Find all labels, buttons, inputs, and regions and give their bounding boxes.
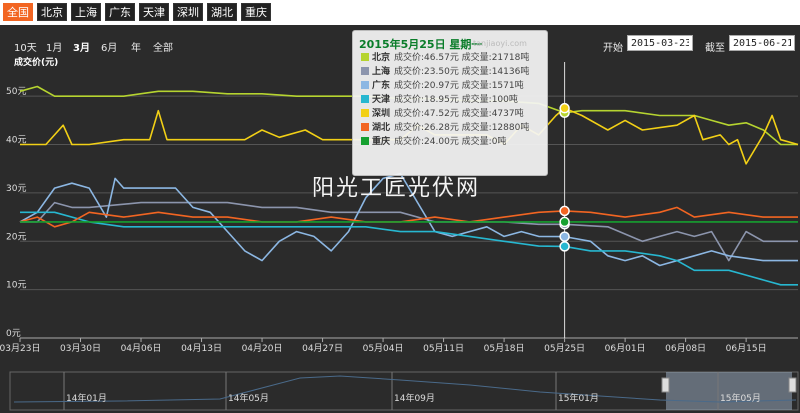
tooltip-row: 上海 成交价:23.50元 成交量:14136吨 [361, 66, 529, 78]
x-tick-label: 03月23日 [0, 343, 40, 354]
y-tick-label: 20元 [6, 232, 26, 242]
tooltip-value: 成交价:18.95元 成交量:100吨 [394, 95, 518, 105]
x-tick-label: 06月08日 [665, 343, 706, 354]
site-watermark: 阳光工匠光伏网 [312, 176, 481, 201]
tab-beijing[interactable]: 北京 [37, 3, 67, 21]
tab-chongqing[interactable]: 重庆 [241, 3, 271, 21]
range-all-button[interactable]: 全部 [153, 43, 173, 54]
region-tabs: 全国 北京 上海 广东 天津 深圳 湖北 重庆 [0, 0, 272, 22]
x-tick-label: 04月13日 [181, 343, 222, 354]
y-tick-label: 40元 [6, 136, 26, 146]
series-line-天津 [20, 211, 798, 286]
navigator-left-handle[interactable] [661, 377, 670, 393]
navigator-label: 15年05月 [720, 394, 761, 404]
navigator-selection[interactable] [666, 372, 792, 410]
legend-swatch [361, 81, 369, 89]
hover-marker [559, 231, 570, 242]
tooltip-city: 重庆 [372, 137, 391, 147]
tooltip-row: 深圳 成交价:47.52元 成交量:4737吨 [361, 108, 524, 120]
y-tick-label: 50元 [6, 87, 26, 97]
tooltip-city: 北京 [372, 53, 391, 63]
navigator-label: 14年01月 [66, 394, 107, 404]
navigator-label: 15年01月 [558, 394, 599, 404]
x-tick-label: 05月11日 [423, 343, 464, 354]
y-axis-title: 成交价(元) [14, 58, 59, 68]
range-year-button[interactable]: 年 [131, 43, 141, 54]
x-tick-label: 03月30日 [60, 343, 101, 354]
tooltip-city: 天津 [372, 95, 391, 105]
tooltip-row: 北京 成交价:46.57元 成交量:21718吨 [361, 52, 529, 64]
x-axis-ticks: 03月23日 03月30日 04月06日 04月13日 04月20日 04月27日 05月0… [0, 338, 767, 354]
tooltip-value: 成交价:24.00元 成交量:0吨 [394, 137, 507, 147]
hover-marker [559, 216, 570, 228]
legend-swatch [361, 137, 369, 145]
range-1m-button[interactable]: 1月 [46, 43, 63, 54]
navigator-label: 14年05月 [228, 394, 269, 404]
x-tick-label: 04月06日 [121, 343, 162, 354]
tab-shanghai[interactable]: 上海 [71, 3, 101, 21]
tooltip-value: 成交价:23.50元 成交量:14136吨 [394, 67, 530, 77]
x-tick-label: 05月18日 [484, 343, 525, 354]
tooltip-city: 上海 [372, 67, 391, 77]
y-tick-label: 30元 [6, 184, 26, 194]
range-6m-button[interactable]: 6月 [101, 43, 118, 54]
tooltip-title: 2015年5月25日 星期一 [359, 38, 483, 51]
tooltip-value: 成交价:20.97元 成交量:1571吨 [394, 81, 524, 91]
tooltip-watermark: tanjiaoyi.com [473, 39, 527, 48]
x-tick-label: 05月04日 [363, 343, 404, 354]
legend-swatch [361, 67, 369, 75]
tooltip-value: 成交价:47.52元 成交量:4737吨 [394, 109, 524, 119]
tab-tianjin[interactable]: 天津 [139, 3, 169, 21]
tooltip-value: 成交价:26.28元 成交量:12880吨 [394, 123, 530, 133]
end-date-input[interactable] [729, 35, 795, 51]
end-date-label: 截至 [705, 43, 725, 54]
hover-marker [559, 102, 570, 114]
tooltip: 2015年5月25日 星期一 tanjiaoyi.com 北京 成交价:46.57… [352, 30, 548, 176]
tab-hubei[interactable]: 湖北 [207, 3, 237, 21]
tab-national[interactable]: 全国 [3, 3, 33, 21]
tooltip-city: 广东 [372, 81, 391, 91]
series-markers [559, 102, 570, 252]
legend-swatch [361, 109, 369, 117]
navigator-series [13, 375, 797, 403]
hover-marker [559, 241, 570, 252]
navigator-label: 14年09月 [394, 394, 435, 404]
tooltip-value: 成交价:46.57元 成交量:21718吨 [394, 53, 530, 63]
x-tick-label: 04月27日 [302, 343, 343, 354]
tooltip-city: 深圳 [372, 109, 391, 119]
y-tick-label: 10元 [6, 281, 26, 291]
range-10d-button[interactable]: 10天 [14, 43, 37, 54]
tab-shenzhen[interactable]: 深圳 [173, 3, 203, 21]
x-tick-label: 05月25日 [544, 343, 585, 354]
tooltip-row: 重庆 成交价:24.00元 成交量:0吨 [361, 136, 506, 148]
start-date-input[interactable] [627, 35, 693, 51]
x-tick-label: 06月15日 [726, 343, 767, 354]
series-line-广东 [19, 172, 798, 267]
y-axis-ticks: 0元 10元 20元 30元 40元 50元 [6, 87, 26, 339]
series-line-湖北 [19, 206, 798, 228]
start-date-label: 开始 [603, 43, 623, 54]
tooltip-row: 湖北 成交价:26.28元 成交量:12880吨 [361, 122, 529, 134]
navigator-graphics [9, 371, 799, 411]
hover-marker [559, 205, 570, 217]
tab-guangdong[interactable]: 广东 [105, 3, 135, 21]
legend-swatch [361, 53, 369, 61]
x-tick-label: 04月20日 [242, 343, 283, 354]
navigator-right-handle[interactable] [788, 377, 797, 393]
y-tick-label: 0元 [6, 329, 21, 339]
range-3m-button[interactable]: 3月 [73, 43, 90, 54]
tooltip-row: 天津 成交价:18.95元 成交量:100吨 [361, 94, 518, 106]
tooltip-city: 湖北 [372, 123, 391, 133]
legend-swatch [361, 95, 369, 103]
legend-swatch [361, 123, 369, 131]
tooltip-row: 广东 成交价:20.97元 成交量:1571吨 [361, 80, 524, 92]
x-tick-label: 06月01日 [605, 343, 646, 354]
